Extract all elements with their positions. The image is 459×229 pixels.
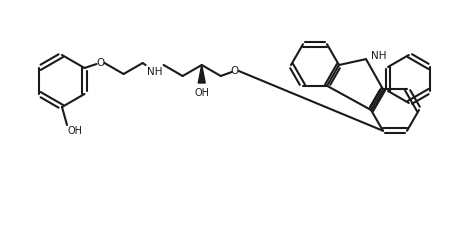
Text: NH: NH [147, 67, 162, 77]
Text: OH: OH [68, 126, 83, 136]
Text: OH: OH [194, 88, 209, 98]
Text: NH: NH [371, 51, 386, 61]
Polygon shape [198, 65, 205, 83]
Text: O: O [96, 58, 105, 68]
Text: O: O [231, 66, 239, 76]
